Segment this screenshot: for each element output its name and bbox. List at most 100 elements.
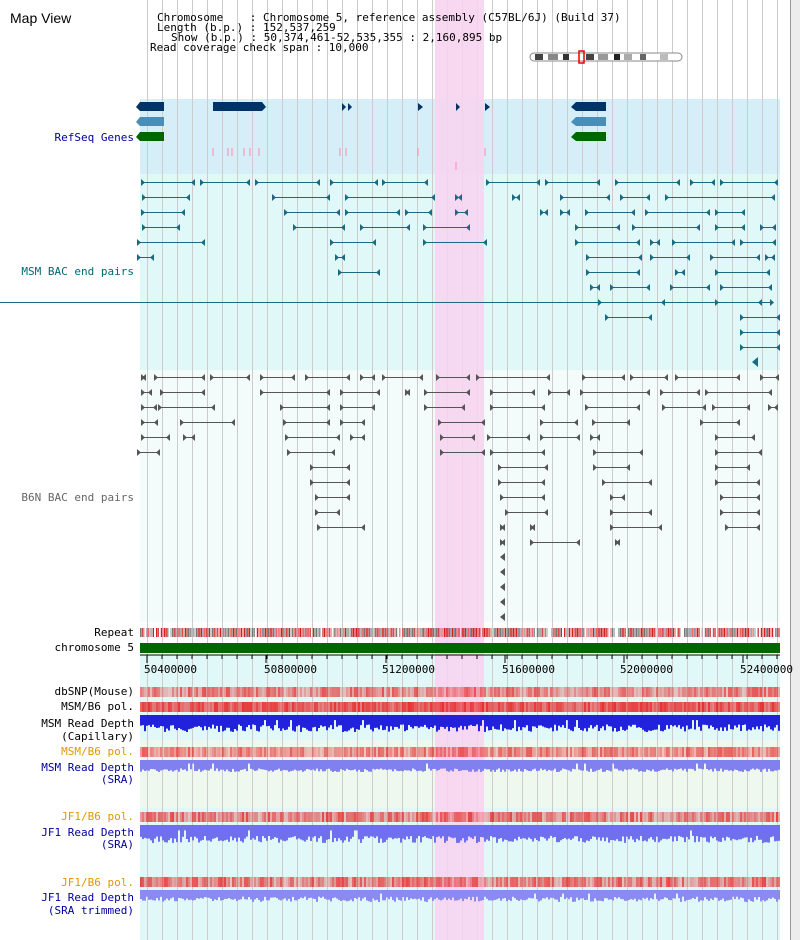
b6n-bac-end-pair[interactable] [705, 389, 772, 396]
b6n-bac-end-pair[interactable] [141, 389, 152, 396]
b6n-bac-end-pair[interactable] [712, 404, 750, 411]
b6n-bac-end-pair[interactable] [715, 434, 755, 441]
b6n-bac-end-pair[interactable] [610, 494, 625, 501]
msm-bac-end-pair[interactable] [575, 239, 640, 246]
b6n-bac-end-pair[interactable] [593, 464, 630, 471]
b6n-bac-end-pair[interactable] [287, 449, 335, 456]
b6n-bac-end-pair[interactable] [424, 389, 470, 396]
b6n-bac-end-pair[interactable] [141, 374, 146, 381]
msm-bac-end-pair[interactable] [255, 179, 320, 186]
refseq-gene[interactable] [418, 103, 423, 111]
b6n-bac-end-pair[interactable] [615, 539, 620, 546]
msm-bac-end-pair[interactable] [345, 194, 435, 201]
b6n-bac-end-pair[interactable] [700, 419, 740, 426]
msm-bac-end-pair[interactable] [141, 179, 195, 186]
b6n-bac-end-pair[interactable] [180, 419, 235, 426]
b6n-bac-end-pair[interactable] [675, 374, 740, 381]
b6n-bac-end-pair[interactable] [768, 404, 778, 411]
b6n-bac-end-pair[interactable] [540, 419, 578, 426]
b6n-bac-end-pair[interactable] [285, 434, 340, 441]
b6n-bac-end-pair[interactable] [440, 449, 485, 456]
track-label-msm-pol-sra[interactable]: MSM/B6 pol. [61, 745, 134, 758]
b6n-bac-end-pair[interactable] [382, 374, 423, 381]
b6n-bac-end-pair[interactable] [660, 389, 700, 396]
b6n-bac-end-pair[interactable] [590, 434, 600, 441]
b6n-bac-end-pair[interactable] [317, 524, 365, 531]
msm-bac-end-pair[interactable] [486, 179, 540, 186]
msm-bac-end-pair[interactable] [665, 194, 775, 201]
msm-bac-end-pair[interactable] [560, 209, 570, 216]
track-label-dbsnp[interactable]: dbSNP(Mouse) [55, 685, 134, 698]
b6n-bac-end-pair[interactable] [630, 374, 668, 381]
b6n-bac-end-pair[interactable] [340, 404, 375, 411]
b6n-bac-end-pair[interactable] [340, 389, 380, 396]
refseq-gene[interactable] [136, 117, 164, 126]
b6n-bac-end-marker[interactable] [500, 583, 505, 591]
b6n-bac-end-pair[interactable] [260, 389, 330, 396]
msm-bac-end-pair[interactable] [142, 194, 190, 201]
b6n-bac-end-pair[interactable] [490, 389, 535, 396]
msm-bac-end-pair[interactable] [740, 314, 780, 321]
msm-bac-end-pair[interactable] [710, 254, 760, 261]
b6n-bac-end-pair[interactable] [154, 374, 205, 381]
b6n-bac-end-pair[interactable] [725, 524, 760, 531]
msm-bac-end-pair[interactable] [605, 314, 652, 321]
msm-bac-end-pair[interactable] [512, 194, 520, 201]
b6n-bac-end-pair[interactable] [760, 374, 779, 381]
b6n-bac-end-marker[interactable] [500, 568, 505, 576]
b6n-bac-end-marker[interactable] [500, 553, 505, 561]
track-label-jf1-pol-trim[interactable]: JF1/B6 pol. [61, 876, 134, 889]
refseq-gene[interactable] [342, 103, 352, 111]
refseq-gene[interactable] [136, 132, 164, 141]
msm-bac-end-pair[interactable] [615, 179, 680, 186]
b6n-bac-end-pair[interactable] [530, 524, 535, 531]
msm-bac-end-marker[interactable] [752, 357, 758, 367]
msm-bac-end-pair[interactable] [585, 209, 635, 216]
msm-bac-end-pair[interactable] [715, 269, 770, 276]
msm-bac-end-pair[interactable] [200, 179, 250, 186]
b6n-bac-end-pair[interactable] [585, 404, 640, 411]
msm-bac-end-pair[interactable] [610, 284, 650, 291]
msm-bac-end-pair[interactable] [715, 209, 745, 216]
b6n-bac-end-pair[interactable] [476, 374, 550, 381]
msm-bac-end-pair[interactable] [586, 269, 640, 276]
b6n-bac-end-pair[interactable] [283, 419, 330, 426]
track-label-jf1-pol[interactable]: JF1/B6 pol. [61, 810, 134, 823]
b6n-bac-end-pair[interactable] [505, 509, 548, 516]
b6n-bac-end-pair[interactable] [602, 479, 652, 486]
msm-bac-end-pair[interactable] [293, 224, 345, 231]
msm-bac-end-pair[interactable] [338, 269, 380, 276]
msm-bac-end-pair[interactable] [620, 194, 650, 201]
b6n-bac-end-pair[interactable] [424, 404, 465, 411]
read-depth-tracks[interactable] [140, 715, 780, 902]
msm-bac-end-pair[interactable] [720, 284, 772, 291]
msm-bac-end-pair[interactable] [137, 239, 205, 246]
msm-bac-end-pair[interactable] [423, 239, 487, 246]
b6n-bac-end-pair[interactable] [593, 449, 643, 456]
chromosome-ideogram[interactable] [529, 50, 683, 64]
msm-bac-end-pair[interactable] [740, 344, 780, 351]
msm-bac-end-pair[interactable] [740, 239, 776, 246]
b6n-bac-end-pair[interactable] [310, 464, 350, 471]
b6n-bac-end-pair[interactable] [141, 434, 170, 441]
msm-bac-end-pair[interactable] [423, 224, 470, 231]
b6n-bac-end-pair[interactable] [305, 374, 350, 381]
scrollbar[interactable] [791, 0, 800, 940]
b6n-bac-end-pair[interactable] [500, 539, 505, 546]
b6n-bac-end-pair[interactable] [530, 539, 580, 546]
msm-bac-end-pair[interactable] [720, 179, 778, 186]
msm-bac-end-pair[interactable] [455, 194, 462, 201]
msm-bac-end-pair[interactable] [632, 224, 700, 231]
b6n-bac-end-marker[interactable] [500, 613, 505, 621]
msm-bac-end-pair[interactable] [141, 209, 185, 216]
msm-bac-end-pair[interactable] [760, 224, 776, 231]
b6n-bac-end-pair[interactable] [260, 374, 295, 381]
track-label-b6n-bac[interactable]: B6N BAC end pairs [21, 491, 134, 504]
track-label-msm-pol[interactable]: MSM/B6 pol. [61, 700, 134, 713]
b6n-bac-end-pair[interactable] [340, 419, 365, 426]
msm-bac-end-pair[interactable] [765, 254, 775, 261]
refseq-gene[interactable] [213, 102, 266, 111]
track-label-msm-depth-sra[interactable]: MSM Read Depth [41, 761, 134, 774]
track-label-jf1-depth-trim[interactable]: JF1 Read Depth [41, 891, 134, 904]
